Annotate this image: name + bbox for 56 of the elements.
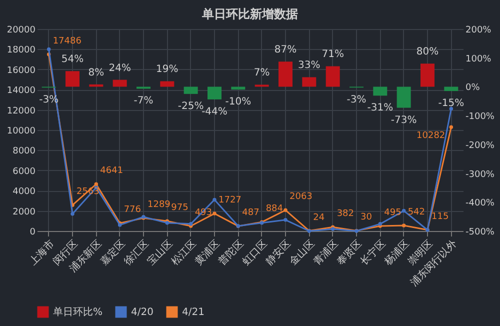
y-tick-label: 16000 [6, 66, 36, 76]
data-label: 542 [408, 208, 426, 218]
y-tick-label: 12000 [6, 106, 36, 116]
y2-tick-label: 200% [466, 26, 492, 36]
data-label: 10282 [416, 131, 446, 142]
data-label: 17486 [52, 36, 82, 46]
data-label: 1727 [218, 196, 242, 206]
y2-tick-label: -200% [466, 140, 495, 151]
data-label: 1289 [148, 200, 171, 210]
data-label: -44% [202, 106, 228, 118]
data-label: 80% [416, 46, 439, 58]
data-label: -31% [367, 102, 394, 114]
y-tick-label: 0 [30, 228, 36, 238]
y-tick-label: 18000 [6, 46, 36, 56]
y-tick-label: 10000 [6, 126, 36, 136]
data-label: 24% [108, 62, 131, 74]
data-label: 4641 [100, 166, 124, 176]
data-label: -25% [178, 100, 204, 112]
data-label: -7% [134, 96, 154, 107]
y-tick-label: 14000 [6, 86, 36, 96]
y-tick-label: 4000 [12, 187, 36, 198]
data-label: 33% [298, 60, 320, 72]
data-label: 495 [384, 208, 402, 218]
data-label: -15% [438, 98, 464, 110]
data-label: 115 [432, 212, 449, 222]
y-tick-label: 8000 [12, 146, 36, 157]
legend-label: 单日环比% [53, 306, 103, 318]
y2-tick-label: -400% [466, 198, 495, 209]
data-label: 382 [336, 209, 354, 220]
data-label: -10% [225, 96, 252, 108]
y2-tick-label: -100% [466, 112, 495, 122]
data-label: 71% [322, 49, 344, 60]
data-label: 975 [171, 203, 188, 214]
data-label: 487 [242, 208, 260, 218]
data-label: 2063 [290, 192, 312, 202]
legend-label: 4/20 [131, 307, 154, 318]
legend-label: 4/21 [182, 307, 204, 318]
chart-title: 单日环比新增数据 [201, 7, 298, 21]
y2-tick-label: 100% [466, 54, 492, 64]
data-label: 30 [360, 212, 372, 223]
data-label: 776 [124, 205, 142, 216]
data-label: -3% [346, 94, 366, 106]
data-label: 24 [313, 212, 325, 223]
y2-tick-label: -500% [466, 228, 495, 238]
data-label: 7% [254, 68, 270, 79]
y-tick-label: 20000 [6, 26, 36, 36]
data-label: 19% [156, 64, 178, 76]
y-tick-label: 2000 [12, 207, 36, 218]
data-label: 8% [88, 67, 104, 78]
y2-tick-label: -300% [466, 170, 495, 180]
data-label: 54% [61, 54, 84, 66]
data-label: 87% [274, 44, 297, 56]
data-label: -73% [390, 114, 417, 126]
data-label: 884 [266, 204, 284, 214]
y-tick-label: 6000 [12, 166, 36, 177]
y2-tick-label: 0% [466, 83, 480, 94]
